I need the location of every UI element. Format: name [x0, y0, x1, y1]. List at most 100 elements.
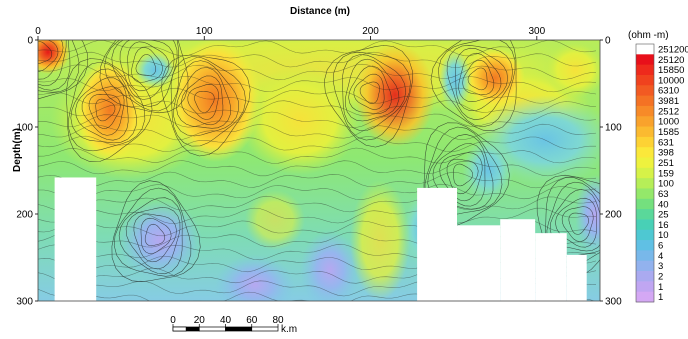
contour-ring [549, 189, 600, 252]
colorbar-swatch [636, 64, 654, 76]
colorbar-level-label: 6 [658, 241, 663, 252]
contour-line [38, 111, 597, 128]
y-left-tick-label: 100 [16, 123, 33, 134]
contour-line [38, 63, 597, 81]
colorbar-level-label: 251 [658, 158, 674, 169]
scale-bar: 0 20 40 60 80k.m [170, 315, 297, 335]
y-axis-right-ticks: 0 100 200 300 [600, 36, 622, 308]
scale-bar-label: 20 [194, 315, 206, 326]
contour-ring [38, 41, 53, 64]
contour-ring [161, 54, 251, 157]
contour-ring [70, 68, 137, 144]
y-axis-title: Depth(m) [12, 128, 23, 172]
colorbar-level-label: 3981 [658, 96, 679, 107]
scale-bar-segment [198, 326, 226, 332]
colorbar-swatch [636, 291, 654, 303]
contour-line [38, 100, 597, 117]
scale-bar-segment [225, 326, 253, 332]
contour-ring [68, 61, 146, 152]
colorbar-swatch [636, 188, 654, 200]
contour-ring [144, 223, 166, 247]
contour-line [38, 160, 597, 177]
contour-line [38, 207, 597, 224]
contour-ring [359, 81, 380, 104]
contour-ring [38, 40, 67, 87]
y-axis-left-ticks: 0 100 200 300 [16, 36, 38, 308]
contour-ring [88, 94, 121, 129]
contour-ring [430, 40, 517, 132]
contour-ring [458, 52, 502, 102]
colorbar-swatch [636, 240, 654, 251]
contour-ring [176, 67, 231, 129]
contour-ring [38, 40, 64, 80]
contour-ring [348, 65, 392, 114]
contour-line [38, 51, 597, 68]
contour-ring [324, 45, 413, 148]
blank-zone [457, 225, 501, 301]
contour-ring [423, 122, 510, 227]
contour-ring [111, 40, 178, 107]
colorbar-level-label: 251200 [658, 44, 688, 55]
colorbar-swatch [636, 116, 654, 127]
y-left-tick-label: 0 [27, 36, 33, 47]
contour-ring [38, 40, 80, 93]
contour-ring [438, 40, 516, 128]
colorbar-level-label: 398 [658, 148, 674, 159]
colorbar-level-label: 159 [658, 168, 674, 179]
contour-ring [462, 59, 495, 95]
colorbar-swatch [636, 209, 654, 220]
colorbar-level-label: 1585 [658, 127, 679, 138]
contour-line [65, 291, 595, 301]
colorbar-level-label: 3 [658, 261, 663, 272]
contour-ring [546, 181, 600, 257]
colorbar-level-label: 6310 [658, 86, 679, 97]
colorbar-level-label: 1 [658, 282, 663, 293]
contour-ring [439, 152, 483, 202]
x-axis-ticks: 0 100 200 300 [35, 26, 546, 40]
colorbar-swatch [636, 126, 654, 138]
colorbar-swatch [636, 85, 654, 96]
colorbar-level-label: 10 [658, 230, 669, 241]
unsurveyed-zones [54, 177, 587, 301]
x-tick-label: 100 [196, 26, 213, 37]
colorbar-level-label: 1000 [658, 117, 679, 128]
contour-ring [135, 54, 156, 76]
scale-bar-unit: k.m [281, 324, 297, 335]
colorbar-unit: (ohm -m) [628, 30, 669, 41]
colorbar-level-label: 10000 [658, 75, 684, 86]
plot-frame [37, 39, 601, 302]
contour-ring [127, 41, 170, 92]
colorbar-swatch [636, 54, 654, 66]
colorbar-swatch [636, 281, 654, 293]
contour-ring [38, 40, 59, 72]
contour-ring [75, 77, 129, 141]
contour-ring [432, 143, 486, 207]
contour-ring [194, 91, 215, 113]
colorbar-swatch [636, 271, 654, 282]
colorbar-level-label: 16 [658, 220, 669, 231]
y-right-tick-label: 100 [605, 123, 622, 134]
contour-line [38, 171, 597, 189]
contour-ring [181, 75, 224, 126]
blank-zone [54, 177, 97, 301]
contour-ring [81, 86, 125, 136]
blank-zone [566, 254, 587, 301]
contour-ring [140, 217, 172, 254]
contour-ring [446, 45, 513, 121]
y-right-tick-label: 0 [605, 36, 611, 47]
colorbar-level-label: 2512 [658, 106, 679, 117]
contour-ring [119, 40, 175, 100]
colorbar-swatch [636, 250, 654, 262]
colorbar-level-label: 25 [658, 210, 669, 221]
contour-ring [99, 40, 189, 114]
colorbar-swatch [636, 147, 654, 158]
contour-ring [353, 73, 385, 110]
colorbar-swatch [636, 167, 654, 179]
y-right-tick-label: 200 [605, 210, 622, 221]
colorbar-level-label: 15850 [658, 65, 684, 76]
contour-ring [38, 40, 89, 100]
colorbar-level-label: 631 [658, 137, 674, 148]
contour-ring [455, 47, 508, 111]
colorbar-frame [635, 43, 655, 303]
y-left-tick-label: 300 [16, 297, 33, 308]
